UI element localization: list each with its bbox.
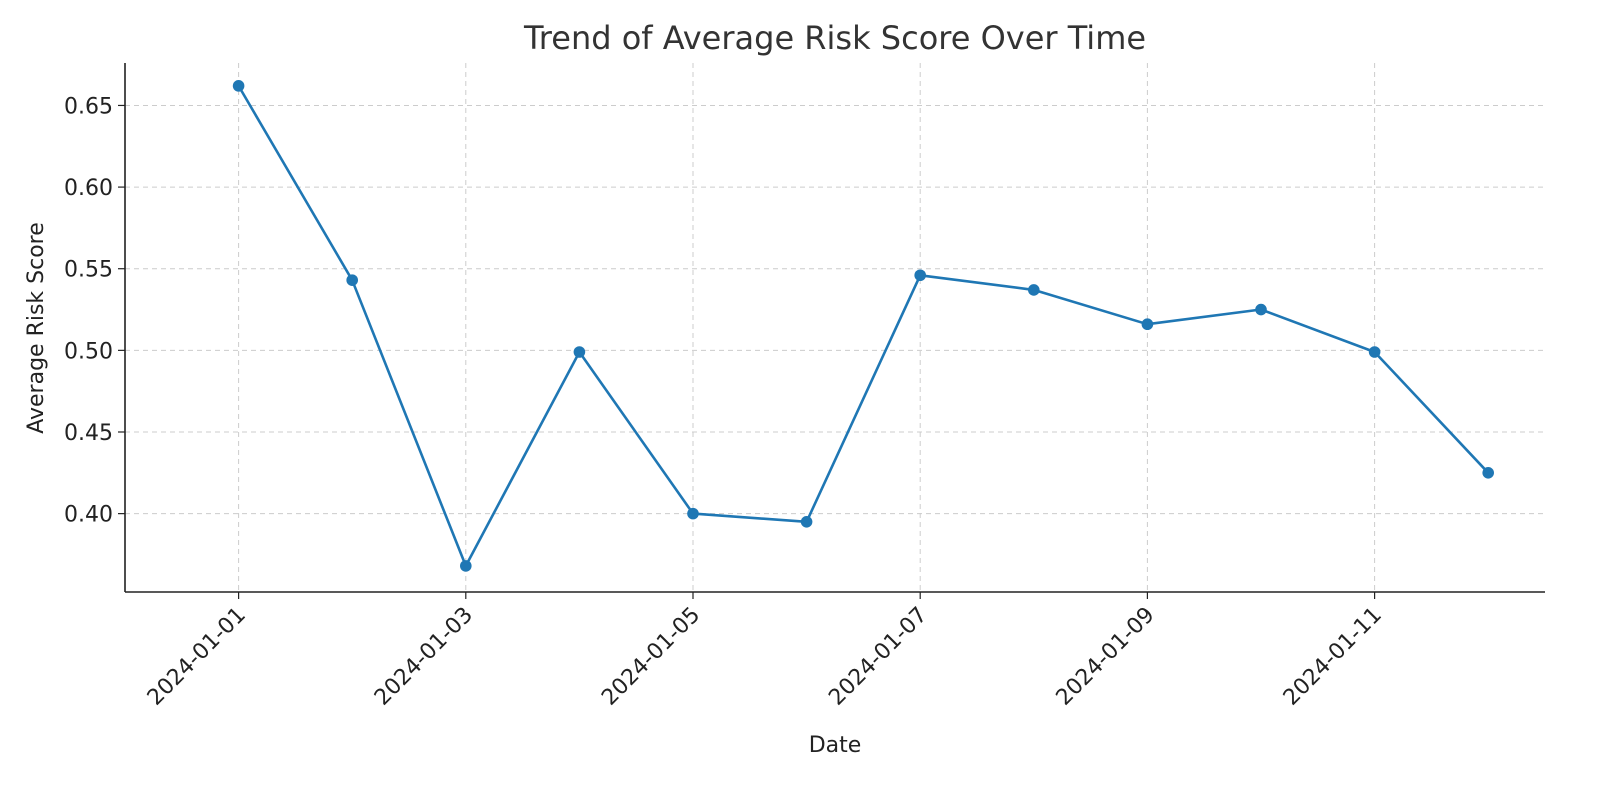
data-point [1141, 318, 1154, 331]
y-tick-label: 0.50 [64, 339, 113, 364]
x-tick-label: 2024-01-11 [1279, 603, 1387, 711]
y-axis-label: Average Risk Score [24, 222, 49, 434]
x-ticks: 2024-01-01 2024-01-03 2024-01-05 2024-01-07… [143, 592, 1387, 711]
data-point [1255, 303, 1267, 316]
x-tick-label: 2024-01-07 [824, 603, 932, 711]
data-point [460, 560, 472, 572]
x-axis-label: Date [809, 733, 862, 758]
axes [124, 63, 1545, 593]
series-layer [232, 80, 1494, 572]
y-tick-label: 0.60 [64, 176, 113, 201]
y-tick-label: 0.40 [64, 503, 113, 528]
data-point [573, 346, 586, 358]
y-tick-label: 0.65 [64, 94, 113, 119]
data-point [232, 80, 245, 92]
data-point [1482, 467, 1494, 479]
x-tick-label: 2024-01-03 [370, 603, 478, 711]
y-ticks: 0.40 0.45 0.50 0.55 0.60 0.65 [64, 94, 125, 528]
chart-title: Trend of Average Risk Score Over Time [523, 19, 1146, 57]
x-tick-label: 2024-01-05 [597, 603, 705, 711]
series-line [237, 85, 1490, 568]
x-tick-label: 2024-01-01 [143, 603, 251, 711]
x-tick-label: 2024-01-09 [1052, 603, 1160, 711]
grid [125, 63, 1545, 592]
y-tick-label: 0.55 [64, 258, 113, 283]
data-point [346, 274, 359, 286]
data-point [687, 507, 699, 520]
data-point [1368, 346, 1381, 358]
data-point [800, 515, 813, 528]
y-tick-label: 0.45 [64, 421, 113, 446]
data-point [1028, 284, 1040, 296]
data-point [914, 269, 926, 282]
